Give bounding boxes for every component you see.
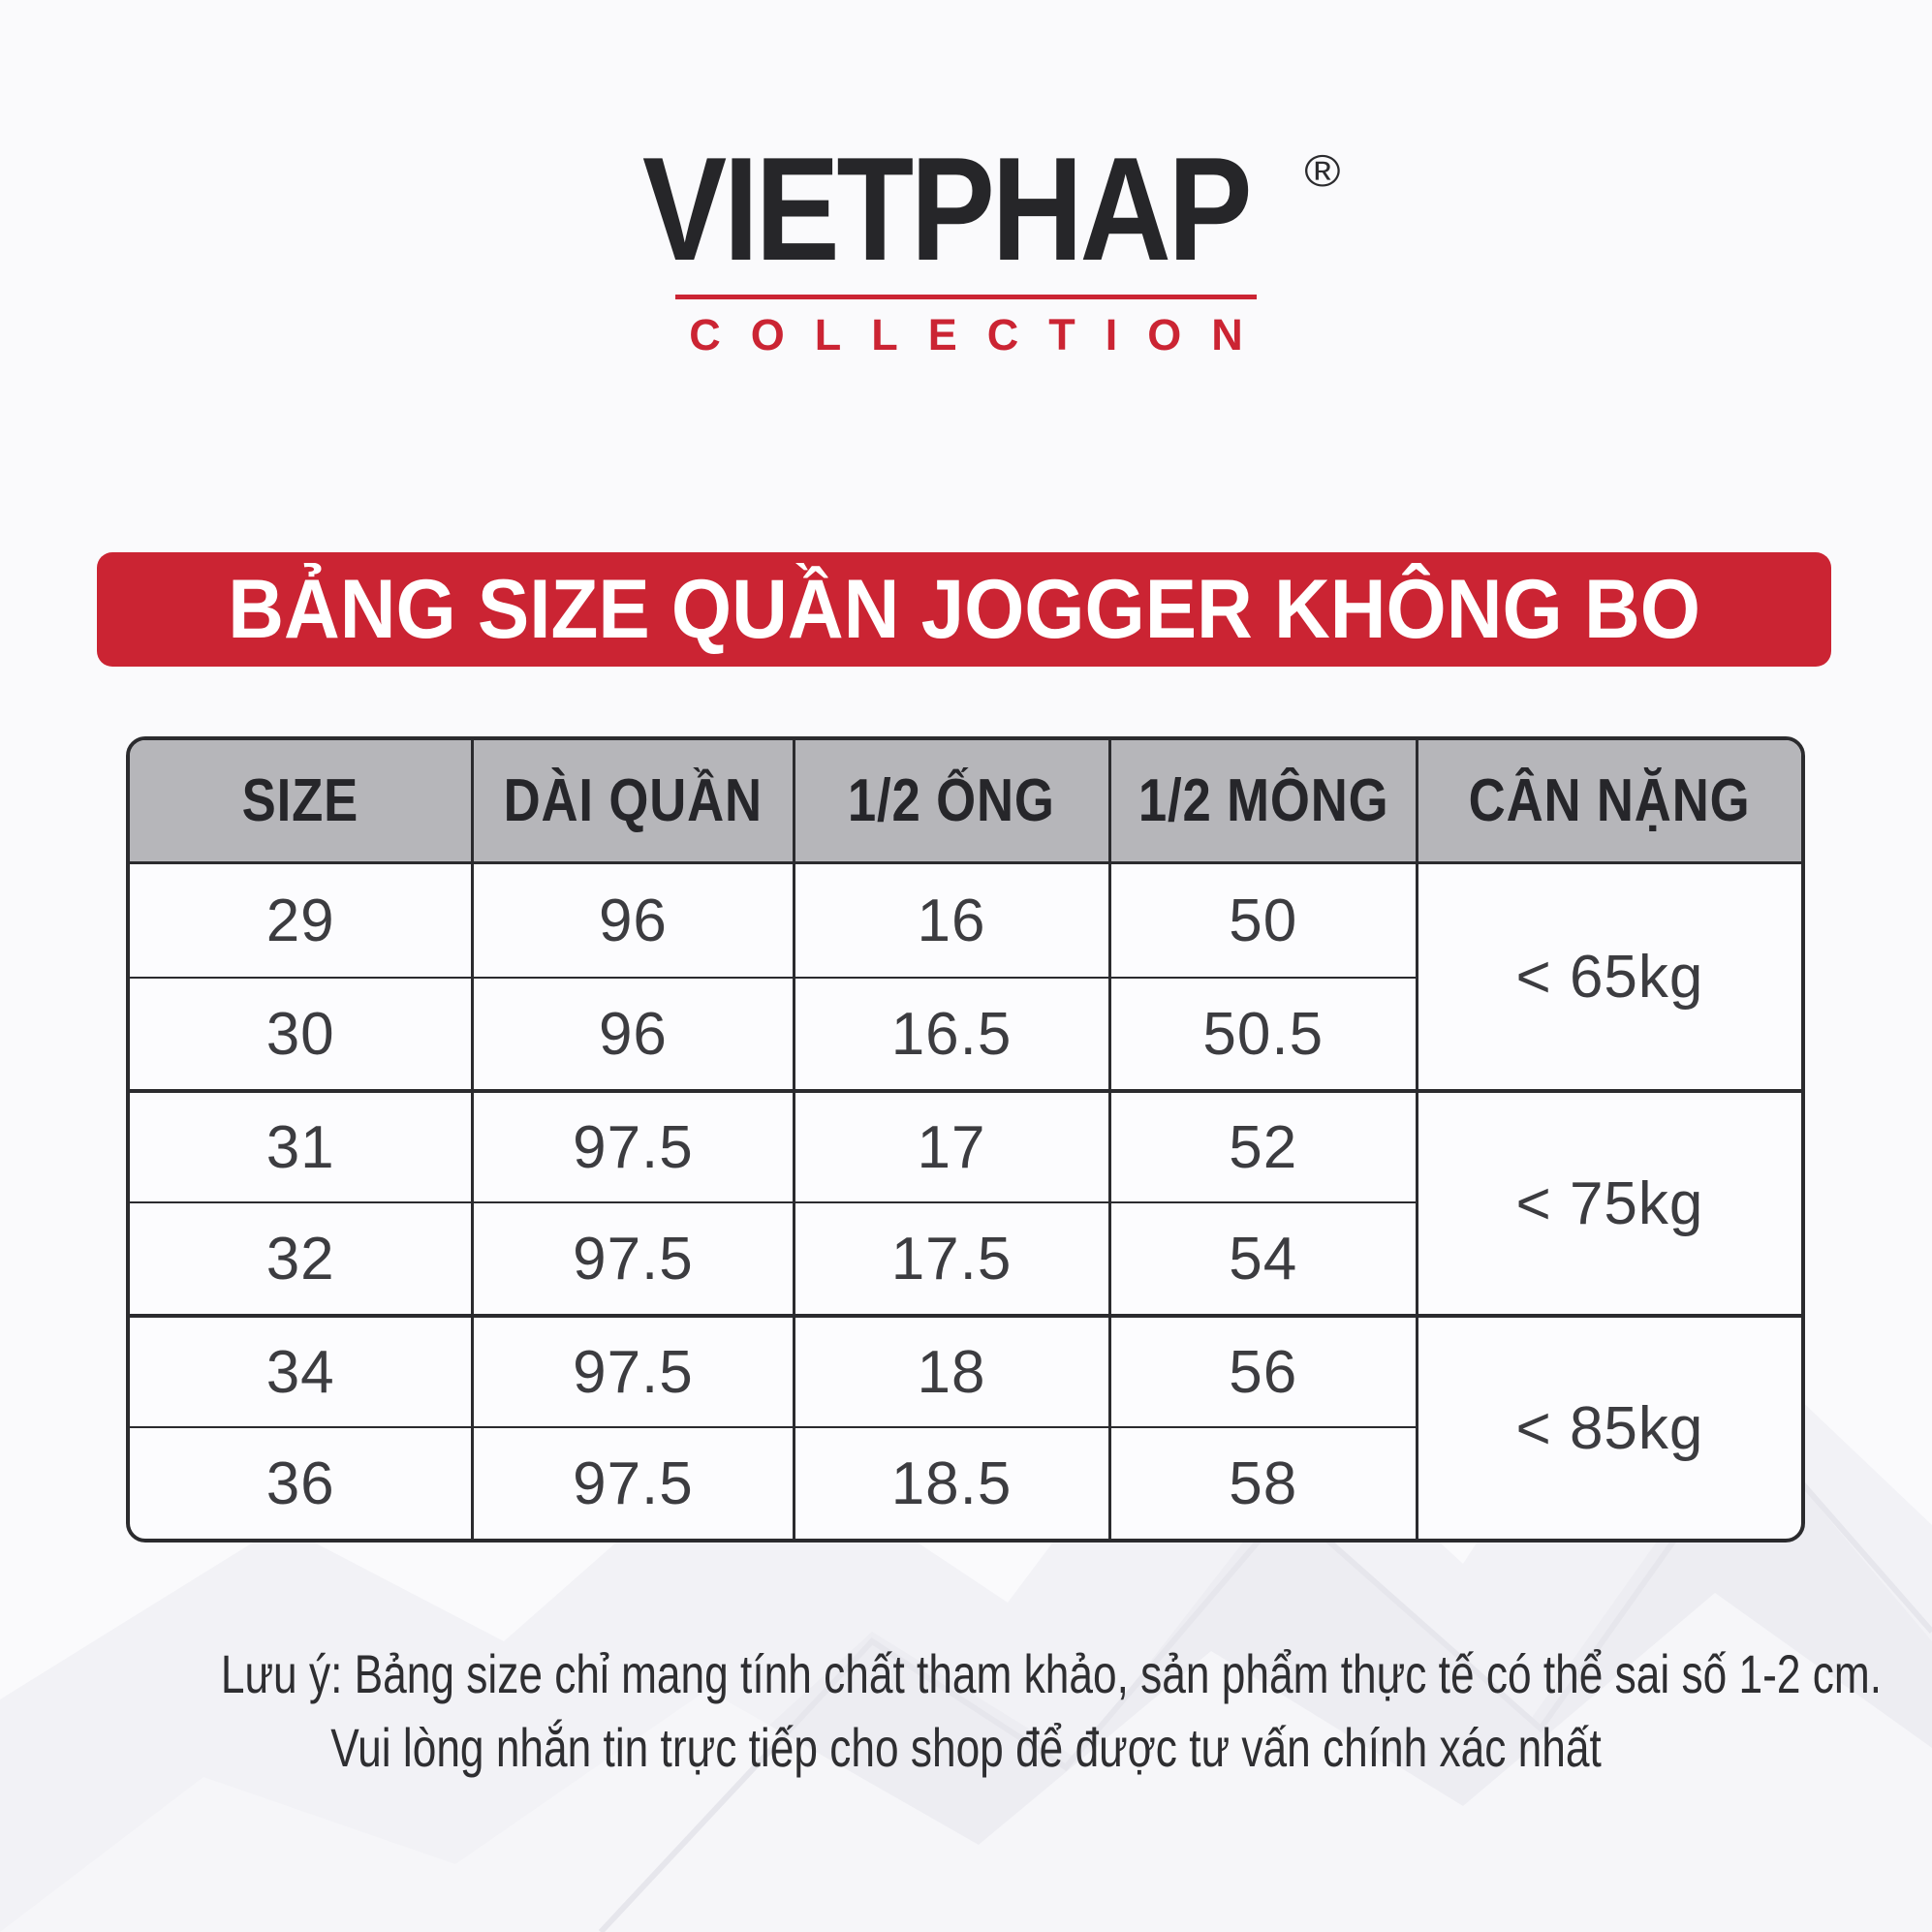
brand-wordmark: VIETPHAP [641, 127, 1253, 292]
footer-note-line-2: Vui lòng nhắn tin trực tiếp cho shop để … [330, 1717, 1602, 1778]
cell-ong: 17.5 [795, 1201, 1111, 1314]
cell-mong: 54 [1110, 1201, 1418, 1314]
footer-note: Lưu ý: Bảng size chỉ mang tính chất tham… [0, 1637, 1932, 1785]
table-row-size-30: 30 96 16.5 50.5 [130, 977, 1801, 1089]
table-row-size-34: 34 97.5 18 56 < 85kg [130, 1314, 1801, 1462]
cell-dai-quan: 96 [474, 864, 795, 977]
cell-weight-group-3: < 85kg [1418, 1314, 1801, 1539]
cell-size: 36 [130, 1426, 475, 1539]
cell-dai-quan: 97.5 [474, 1426, 795, 1539]
cell-weight-group-1: < 65kg [1515, 943, 1704, 1011]
column-header-dai-quan: DÀI QUẦN [474, 740, 795, 864]
cell-dai-quan: 97.5 [474, 1314, 795, 1426]
column-header-can-nang: CÂN NẶNG [1418, 740, 1801, 864]
cell-dai-quan: 97.5 [474, 1201, 795, 1314]
registered-trademark-icon: ® [1304, 145, 1341, 196]
size-table-frame: SIZE DÀI QUẦN 1/2 ỐNG 1/2 MÔNG CÂN NẶNG … [126, 736, 1805, 1542]
cell-mong: 58 [1110, 1426, 1418, 1539]
cell-size: 31 [130, 1089, 475, 1201]
cell-ong: 18.5 [795, 1426, 1111, 1539]
brand-underline [675, 295, 1257, 299]
cell-ong: 17 [795, 1089, 1111, 1201]
table-row-size-32: 32 97.5 17.5 54 [130, 1201, 1801, 1314]
brand-subtitle: COLLECTION [689, 310, 1273, 359]
cell-size: 29 [130, 864, 475, 977]
cell-size: 32 [130, 1201, 475, 1314]
cell-mong: 52 [1110, 1089, 1418, 1201]
cell-mong: 56 [1110, 1314, 1418, 1426]
column-header-ong: 1/2 ỐNG [795, 740, 1111, 864]
table-row-size-36: 36 97.5 18.5 58 [130, 1426, 1801, 1539]
table-row-size-29: 29 96 16 50 < 65kg [130, 864, 1801, 1011]
size-table: SIZE DÀI QUẦN 1/2 ỐNG 1/2 MÔNG CÂN NẶNG … [130, 740, 1801, 1539]
cell-mong: 50.5 [1110, 977, 1418, 1089]
title-banner: BẢNG SIZE QUẦN JOGGER KHÔNG BO [97, 552, 1831, 667]
brand-logo: VIETPHAP ® COLLECTION [0, 136, 1932, 357]
brand-wordmark-row: VIETPHAP ® [593, 127, 1341, 292]
cell-ong: 16.5 [795, 977, 1111, 1089]
cell-mong: 50 [1111, 864, 1418, 977]
cell-dai-quan: 96 [474, 977, 795, 1089]
table-row-size-31: 31 97.5 17 52 < 75kg [130, 1089, 1801, 1237]
title-banner-text: BẢNG SIZE QUẦN JOGGER KHÔNG BO [228, 563, 1700, 656]
cell-ong: 16 [795, 864, 1111, 977]
footer-note-line-1: Lưu ý: Bảng size chỉ mang tính chất tham… [220, 1643, 1883, 1704]
header-row: SIZE DÀI QUẦN 1/2 ỐNG 1/2 MÔNG CÂN NẶNG [130, 740, 1801, 864]
column-header-mong: 1/2 MÔNG [1110, 740, 1418, 864]
cell-ong: 18 [795, 1314, 1111, 1426]
cell-size: 34 [130, 1314, 475, 1426]
cell-size: 30 [130, 977, 475, 1089]
cell-weight-group-2: < 75kg [1418, 1089, 1801, 1314]
cell-dai-quan: 97.5 [474, 1089, 795, 1201]
column-header-size: SIZE [130, 740, 475, 864]
